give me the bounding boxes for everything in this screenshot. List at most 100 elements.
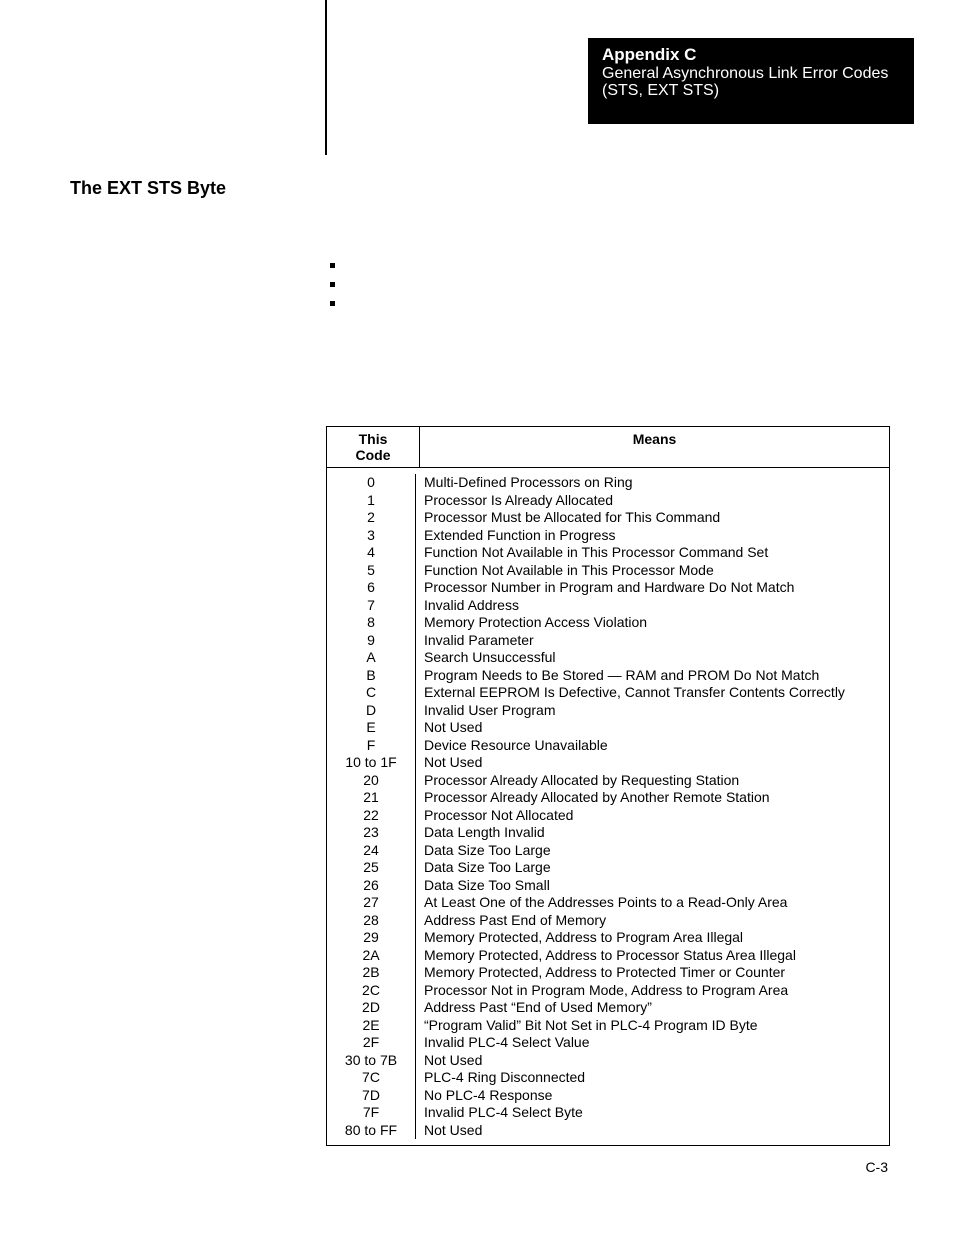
table-cell-means: External EEPROM Is Defective, Cannot Tra… (416, 684, 889, 702)
table-cell-code: 4 (327, 544, 416, 562)
bullet-item (330, 255, 349, 268)
table-cell-code: B (327, 667, 416, 685)
table-row: 2BMemory Protected, Address to Protected… (327, 964, 889, 982)
table-cell-code: 2F (327, 1034, 416, 1052)
table-cell-means: Data Size Too Large (416, 859, 889, 877)
table-row: 20Processor Already Allocated by Request… (327, 772, 889, 790)
table-cell-means: Data Length Invalid (416, 824, 889, 842)
table-header-code: This Code (327, 427, 420, 467)
table-cell-code: 2D (327, 999, 416, 1017)
table-row: BProgram Needs to Be Stored — RAM and PR… (327, 667, 889, 685)
table-cell-means: Search Unsuccessful (416, 649, 889, 667)
table-cell-means: Multi-Defined Processors on Ring (416, 474, 889, 492)
table-cell-means: No PLC-4 Response (416, 1087, 889, 1105)
table-cell-means: Processor Not Allocated (416, 807, 889, 825)
table-cell-means: Memory Protected, Address to Program Are… (416, 929, 889, 947)
table-cell-code: E (327, 719, 416, 737)
error-code-table: This Code Means 0Multi-Defined Processor… (326, 426, 890, 1146)
table-cell-means: Invalid Address (416, 597, 889, 615)
table-row: FDevice Resource Unavailable (327, 737, 889, 755)
table-cell-means: Invalid PLC-4 Select Value (416, 1034, 889, 1052)
table-row: 9Invalid Parameter (327, 632, 889, 650)
table-row: 21Processor Already Allocated by Another… (327, 789, 889, 807)
table-row: 2E“Program Valid” Bit Not Set in PLC-4 P… (327, 1017, 889, 1035)
table-cell-code: 2B (327, 964, 416, 982)
table-row: 2FInvalid PLC-4 Select Value (327, 1034, 889, 1052)
table-cell-means: Invalid PLC-4 Select Byte (416, 1104, 889, 1122)
table-cell-means: Not Used (416, 754, 889, 772)
table-cell-code: 7D (327, 1087, 416, 1105)
header-appendix-box: Appendix C General Asynchronous Link Err… (588, 38, 914, 124)
header-vertical-rule (325, 0, 327, 155)
table-cell-means: Device Resource Unavailable (416, 737, 889, 755)
table-cell-means: Program Needs to Be Stored — RAM and PRO… (416, 667, 889, 685)
table-row: 2AMemory Protected, Address to Processor… (327, 947, 889, 965)
table-cell-code: 24 (327, 842, 416, 860)
bullet-item (330, 274, 349, 287)
bullet-icon (330, 282, 335, 287)
table-cell-code: 7C (327, 1069, 416, 1087)
table-cell-means: Function Not Available in This Processor… (416, 562, 889, 580)
table-row: 7Invalid Address (327, 597, 889, 615)
table-cell-code: 30 to 7B (327, 1052, 416, 1070)
table-cell-means: Not Used (416, 1052, 889, 1070)
table-row: CExternal EEPROM Is Defective, Cannot Tr… (327, 684, 889, 702)
table-cell-code: 29 (327, 929, 416, 947)
table-cell-means: Address Past “End of Used Memory” (416, 999, 889, 1017)
table-row: 2Processor Must be Allocated for This Co… (327, 509, 889, 527)
table-row: ASearch Unsuccessful (327, 649, 889, 667)
table-cell-code: 10 to 1F (327, 754, 416, 772)
table-body: 0Multi-Defined Processors on Ring1Proces… (327, 468, 889, 1145)
table-cell-code: 2A (327, 947, 416, 965)
bullet-list (330, 255, 349, 312)
table-cell-code: 2E (327, 1017, 416, 1035)
table-cell-means: At Least One of the Addresses Points to … (416, 894, 889, 912)
table-cell-means: Address Past End of Memory (416, 912, 889, 930)
page: Appendix C General Asynchronous Link Err… (0, 0, 954, 1235)
table-cell-code: 8 (327, 614, 416, 632)
table-cell-means: Processor Already Allocated by Requestin… (416, 772, 889, 790)
table-cell-means: Processor Not in Program Mode, Address t… (416, 982, 889, 1000)
table-row: 8Memory Protection Access Violation (327, 614, 889, 632)
table-cell-code: 7 (327, 597, 416, 615)
table-cell-means: Invalid Parameter (416, 632, 889, 650)
table-row: 6Processor Number in Program and Hardwar… (327, 579, 889, 597)
table-row: ENot Used (327, 719, 889, 737)
table-cell-means: Invalid User Program (416, 702, 889, 720)
bullet-item (330, 293, 349, 306)
table-header-means: Means (420, 427, 889, 467)
table-cell-code: 5 (327, 562, 416, 580)
table-cell-code: 25 (327, 859, 416, 877)
table-row: DInvalid User Program (327, 702, 889, 720)
table-cell-code: F (327, 737, 416, 755)
section-title: The EXT STS Byte (70, 178, 226, 199)
table-row: 7FInvalid PLC-4 Select Byte (327, 1104, 889, 1122)
table-row: 27At Least One of the Addresses Points t… (327, 894, 889, 912)
table-cell-code: 7F (327, 1104, 416, 1122)
table-row: 28Address Past End of Memory (327, 912, 889, 930)
table-row: 4Function Not Available in This Processo… (327, 544, 889, 562)
table-cell-code: 1 (327, 492, 416, 510)
table-header-code-line1: This (359, 431, 388, 447)
table-cell-code: 2 (327, 509, 416, 527)
table-row: 2CProcessor Not in Program Mode, Address… (327, 982, 889, 1000)
table-header-code-line2: Code (356, 447, 391, 463)
table-cell-means: Processor Already Allocated by Another R… (416, 789, 889, 807)
bullet-icon (330, 301, 335, 306)
table-row: 7CPLC-4 Ring Disconnected (327, 1069, 889, 1087)
table-row: 25Data Size Too Large (327, 859, 889, 877)
table-row: 3Extended Function in Progress (327, 527, 889, 545)
table-cell-code: 80 to FF (327, 1122, 416, 1140)
table-header-row: This Code Means (327, 427, 889, 468)
table-row: 22Processor Not Allocated (327, 807, 889, 825)
table-row: 2DAddress Past “End of Used Memory” (327, 999, 889, 1017)
table-cell-means: Function Not Available in This Processor… (416, 544, 889, 562)
table-row: 29Memory Protected, Address to Program A… (327, 929, 889, 947)
table-cell-means: Extended Function in Progress (416, 527, 889, 545)
table-row: 30 to 7BNot Used (327, 1052, 889, 1070)
table-cell-code: A (327, 649, 416, 667)
table-cell-means: “Program Valid” Bit Not Set in PLC-4 Pro… (416, 1017, 889, 1035)
table-cell-code: 22 (327, 807, 416, 825)
table-cell-code: C (327, 684, 416, 702)
table-cell-means: Processor Is Already Allocated (416, 492, 889, 510)
